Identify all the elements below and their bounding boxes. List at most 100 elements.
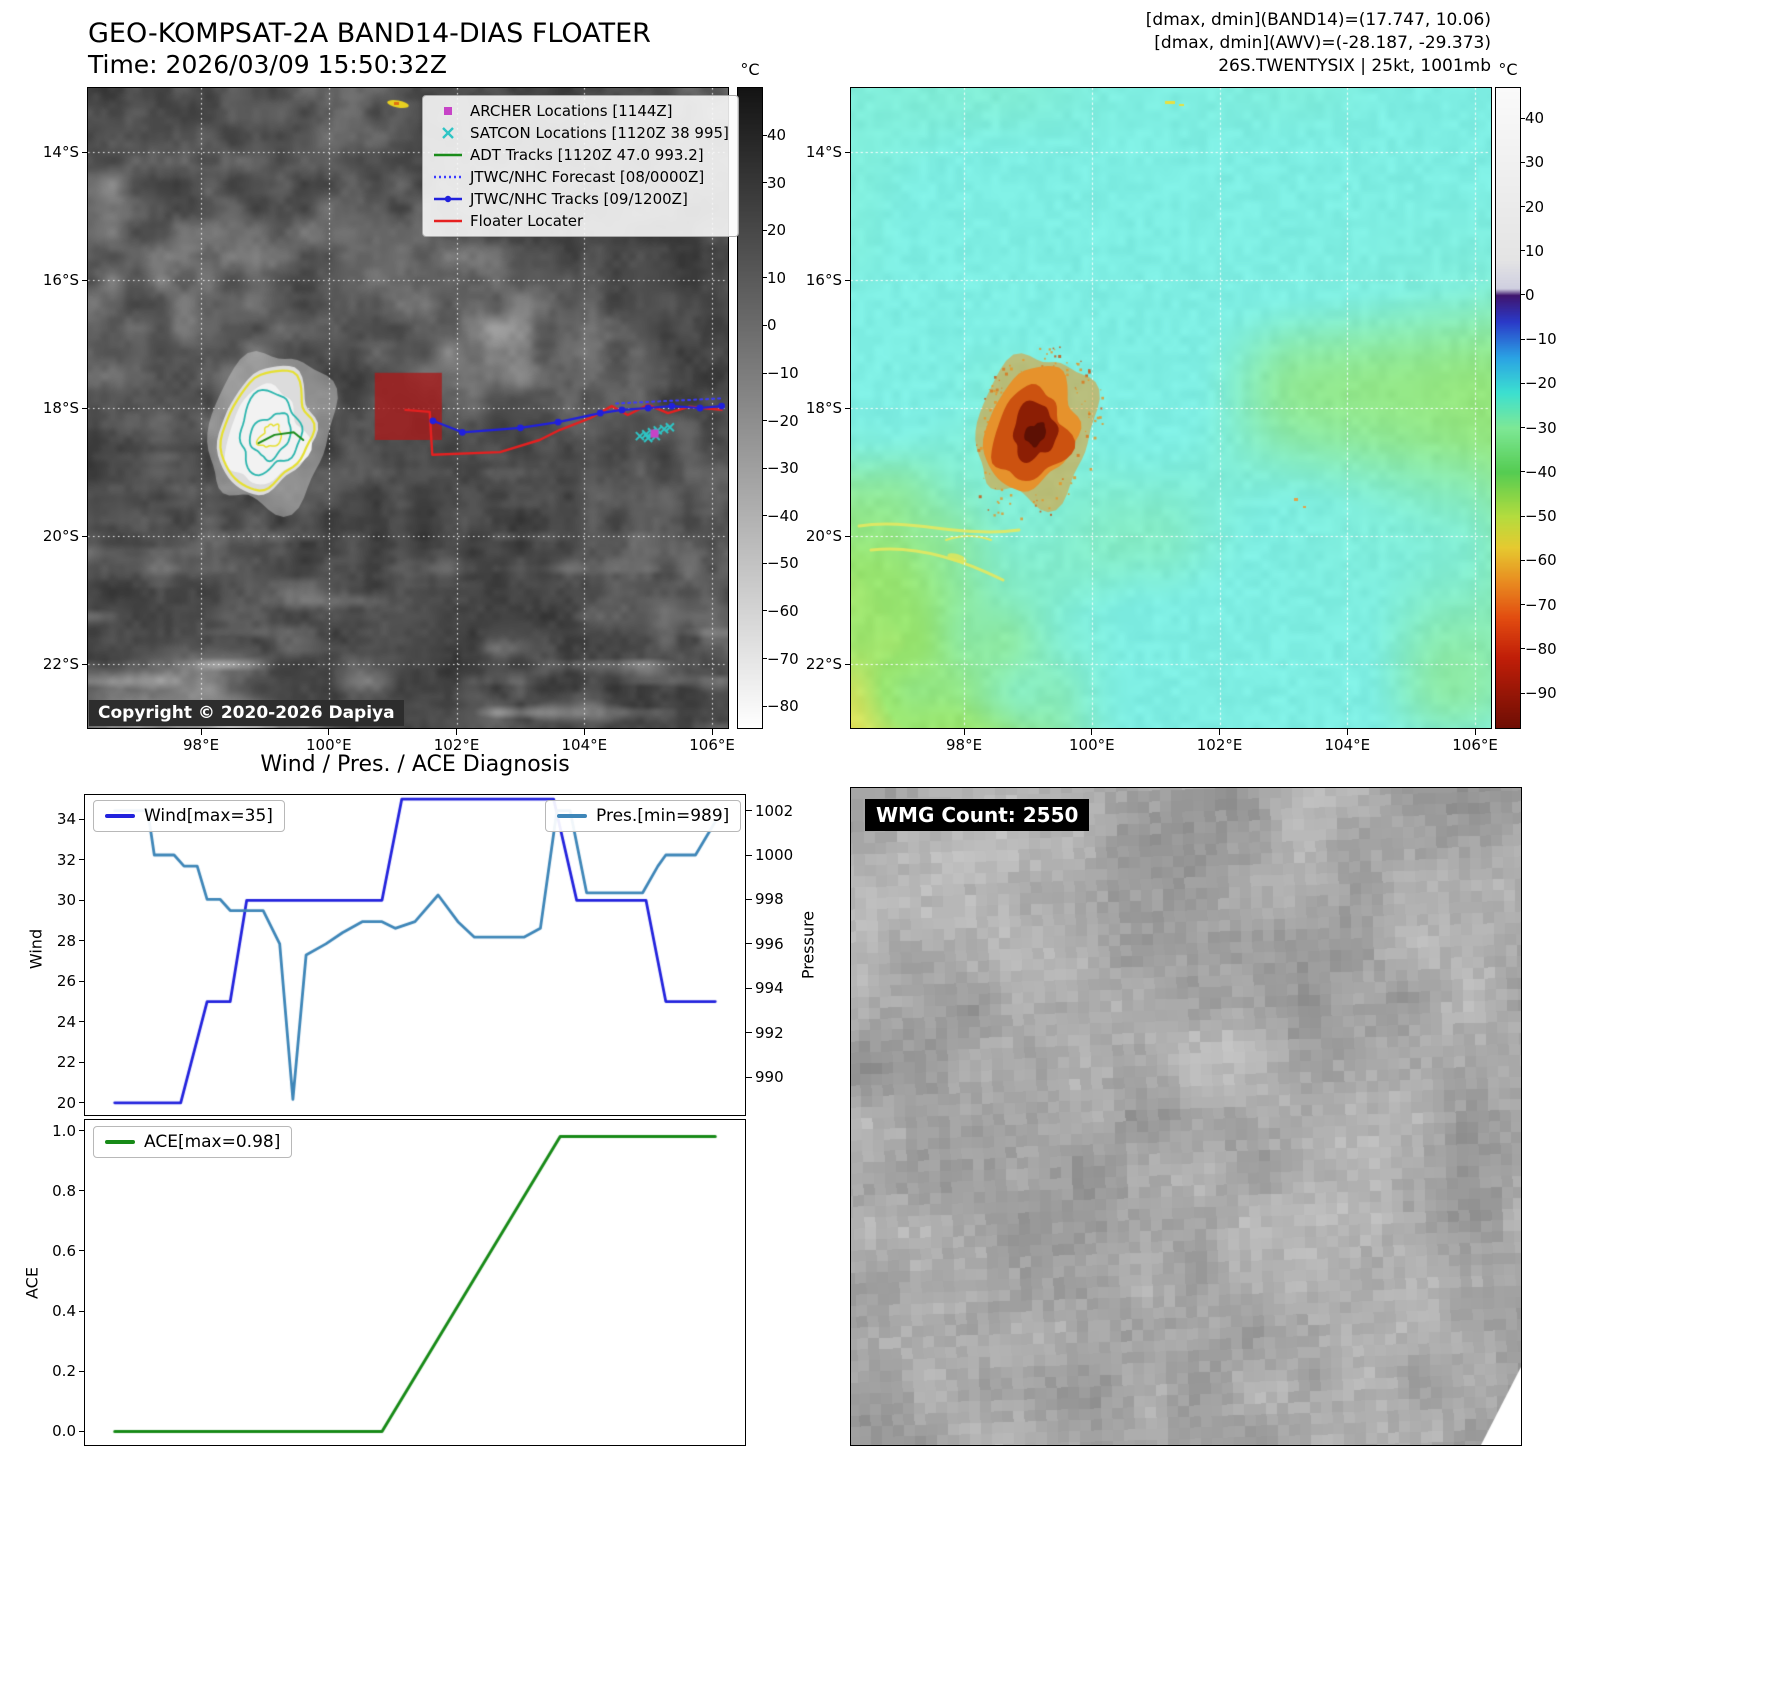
axis-tick-mark	[82, 535, 88, 537]
axis-tick-mark	[79, 1130, 85, 1132]
awv-colorbar-tick-label: −60	[1525, 551, 1557, 570]
lon-tick-label: 106°E	[1452, 736, 1498, 754]
awv-colorbar-tick-label: −70	[1525, 595, 1557, 614]
band14-dmax-dmin-readout: [dmax, dmin](BAND14)=(17.747, 10.06)	[1145, 10, 1491, 30]
legend-item: JTWC/NHC Forecast [08/0000Z]	[432, 167, 729, 187]
awv-colorbar-tick-label: −90	[1525, 684, 1557, 703]
axis-tick-mark	[1520, 692, 1525, 694]
wind-legend-label: Wind[max=35]	[144, 806, 273, 826]
wind-tick-label: 20	[56, 1093, 76, 1112]
ir-colorbar-unit: °C	[740, 60, 760, 79]
wmg-count-label: WMG Count: 2550	[865, 799, 1090, 831]
wind-tick-label: 34	[56, 810, 76, 829]
axis-tick-mark	[845, 151, 851, 153]
pressure-tick-label: 994	[755, 979, 784, 998]
axis-tick-mark	[762, 182, 767, 184]
pressure-legend-label: Pres.[min=989]	[596, 806, 730, 826]
lat-tick-label: 18°S	[42, 399, 79, 417]
axis-tick-mark	[1474, 729, 1476, 735]
ace-axis-label: ACE	[22, 1267, 42, 1299]
awv-colorbar	[1495, 87, 1521, 729]
lon-tick-label: 102°E	[1196, 736, 1243, 754]
ir-colorbar-tick-label: −60	[767, 601, 799, 620]
axis-tick-mark	[1091, 729, 1093, 735]
axis-tick-mark	[1520, 206, 1525, 208]
axis-tick-mark	[845, 663, 851, 665]
ace-tick-label: 0.2	[52, 1362, 76, 1381]
axis-tick-mark	[1219, 729, 1221, 735]
axis-tick-mark	[200, 729, 202, 735]
legend-label: ADT Tracks [1120Z 47.0 993.2]	[470, 146, 704, 164]
axis-tick-mark	[762, 134, 767, 136]
ace-tick-label: 0.4	[52, 1302, 76, 1321]
storm-identifier: 26S.TWENTYSIX | 25kt, 1001mb	[1218, 56, 1491, 76]
axis-tick-mark	[746, 854, 752, 856]
ir-colorbar	[737, 87, 763, 729]
wind-legend: Wind[max=35]	[93, 800, 285, 832]
awv-colorbar-tick-label: −50	[1525, 507, 1557, 526]
ace-tick-label: 1.0	[52, 1121, 76, 1140]
awv-colorbar-tick-label: −80	[1525, 639, 1557, 658]
lat-tick-label: 16°S	[42, 271, 79, 289]
awv-colorbar-tick-label: −30	[1525, 418, 1557, 437]
axis-tick-mark	[1520, 559, 1525, 561]
lon-tick-label: 98°E	[946, 736, 983, 754]
axis-tick-mark	[328, 729, 330, 735]
wind-line-swatch	[105, 814, 135, 818]
ace-tick-label: 0.0	[52, 1422, 76, 1441]
pressure-axis-label: Pressure	[798, 910, 818, 980]
lat-tick-label: 20°S	[42, 527, 79, 545]
axis-tick-mark	[456, 729, 458, 735]
ir-colorbar-tick-label: −10	[767, 364, 799, 383]
axis-tick-mark	[82, 663, 88, 665]
axis-tick-mark	[79, 1310, 85, 1312]
legend-item: ARCHER Locations [1144Z]	[432, 101, 729, 121]
legend-item: SATCON Locations [1120Z 38 995]	[432, 123, 729, 143]
ir-colorbar-tick-label: −40	[767, 506, 799, 525]
axis-tick-mark	[1520, 250, 1525, 252]
wind-axis-label: Wind	[26, 928, 46, 970]
legend-label: JTWC/NHC Tracks [09/1200Z]	[470, 190, 688, 208]
ir-panel-title: GEO-KOMPSAT-2A BAND14-DIAS FLOATER	[88, 18, 651, 49]
lat-tick-label: 22°S	[42, 655, 79, 673]
ace-legend: ACE[max=0.98]	[93, 1126, 293, 1158]
ir-map-legend: ARCHER Locations [1144Z] SATCON Locations…	[422, 95, 739, 237]
axis-tick-mark	[1520, 648, 1525, 650]
axis-tick-mark	[1346, 729, 1348, 735]
ir-colorbar-tick-label: 10	[767, 268, 787, 287]
lon-tick-label: 98°E	[183, 736, 220, 754]
pressure-tick-label: 1002	[755, 801, 794, 820]
line-legend-marker	[434, 153, 462, 157]
axis-tick-mark	[762, 658, 767, 660]
axis-tick-mark	[762, 229, 767, 231]
wind-tick-label: 24	[56, 1012, 76, 1031]
axis-tick-mark	[746, 987, 752, 989]
ace-line-swatch	[105, 1140, 135, 1144]
axis-tick-mark	[1520, 161, 1525, 163]
pressure-tick-label: 996	[755, 934, 784, 953]
ir-colorbar-tick-label: −50	[767, 554, 799, 573]
wmg-microwave-image	[850, 787, 1522, 1446]
diagnosis-title: Wind / Pres. / ACE Diagnosis	[260, 752, 570, 777]
lat-tick-label: 20°S	[805, 527, 842, 545]
axis-tick-mark	[746, 1076, 752, 1078]
pressure-legend: Pres.[min=989]	[545, 800, 742, 832]
axis-tick-mark	[79, 899, 85, 901]
lat-tick-label: 16°S	[805, 271, 842, 289]
line-dot-legend-marker	[434, 195, 462, 203]
wind-tick-label: 26	[56, 972, 76, 991]
lon-tick-label: 106°E	[689, 736, 735, 754]
axis-tick-mark	[1520, 117, 1525, 119]
awv-satellite-map	[850, 87, 1492, 729]
ace-chart	[84, 1119, 746, 1446]
axis-tick-mark	[845, 407, 851, 409]
awv-colorbar-unit: °C	[1498, 60, 1518, 79]
axis-tick-mark	[762, 705, 767, 707]
ir-colorbar-tick-label: −80	[767, 697, 799, 716]
axis-tick-mark	[762, 324, 767, 326]
ace-tick-label: 0.6	[52, 1241, 76, 1260]
axis-tick-mark	[762, 562, 767, 564]
ir-colorbar-tick-label: −30	[767, 459, 799, 478]
lon-tick-label: 100°E	[305, 736, 352, 754]
lon-tick-label: 102°E	[433, 736, 480, 754]
